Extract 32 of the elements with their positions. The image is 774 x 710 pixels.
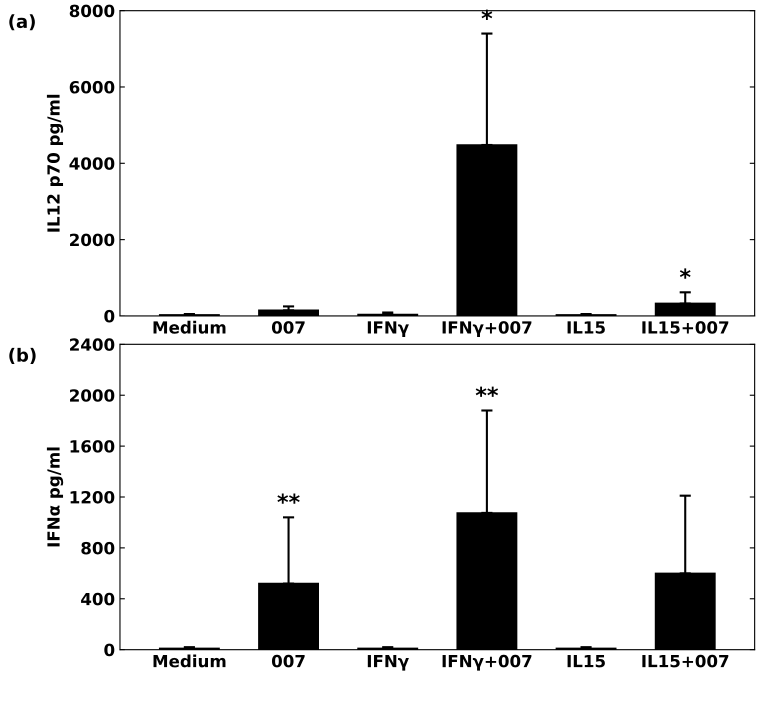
x-tick-label: 007	[272, 321, 305, 334]
x-tick-label: Medium	[154, 320, 226, 334]
annotation: **	[476, 386, 498, 397]
annotation: *	[680, 268, 691, 279]
x-tick-label: IL15	[568, 655, 605, 668]
y-tick-label: 0	[104, 310, 114, 323]
annotation: *	[482, 10, 492, 20]
chart-title: (b)	[9, 348, 36, 364]
x-tick-label: IFNγ+007	[442, 321, 532, 337]
y-tick-label: 4000	[69, 157, 114, 170]
x-tick-label: IL15+007	[642, 321, 728, 334]
x-tick-label: IL15	[568, 321, 605, 334]
y-tick-label: 400	[81, 592, 114, 606]
y-axis-title: IFNα pg/ml	[46, 447, 64, 546]
y-tick-label: 2000	[70, 389, 114, 402]
y-tick-label: 1600	[70, 440, 114, 453]
y-tick-label: 8000	[70, 4, 114, 18]
y-axis-title: IL12 p70 pg/ml	[46, 94, 64, 232]
y-tick-label: 0	[104, 644, 114, 656]
x-tick-label: 007	[272, 654, 305, 668]
x-tick-label: IL15+007	[642, 654, 728, 668]
annotation: **	[277, 493, 300, 504]
chart-title: (a)	[9, 14, 35, 30]
y-tick-label: 800	[81, 542, 114, 554]
x-tick-label: IFNγ	[368, 655, 409, 671]
y-tick-label: 2000	[70, 234, 114, 246]
y-tick-label: 1200	[70, 490, 114, 504]
x-tick-label: IFNγ+007	[442, 654, 532, 671]
x-tick-label: Medium	[154, 654, 226, 668]
y-tick-label: 2400	[70, 338, 114, 351]
x-tick-label: IFNγ	[368, 321, 409, 337]
y-tick-label: 6000	[70, 80, 114, 94]
